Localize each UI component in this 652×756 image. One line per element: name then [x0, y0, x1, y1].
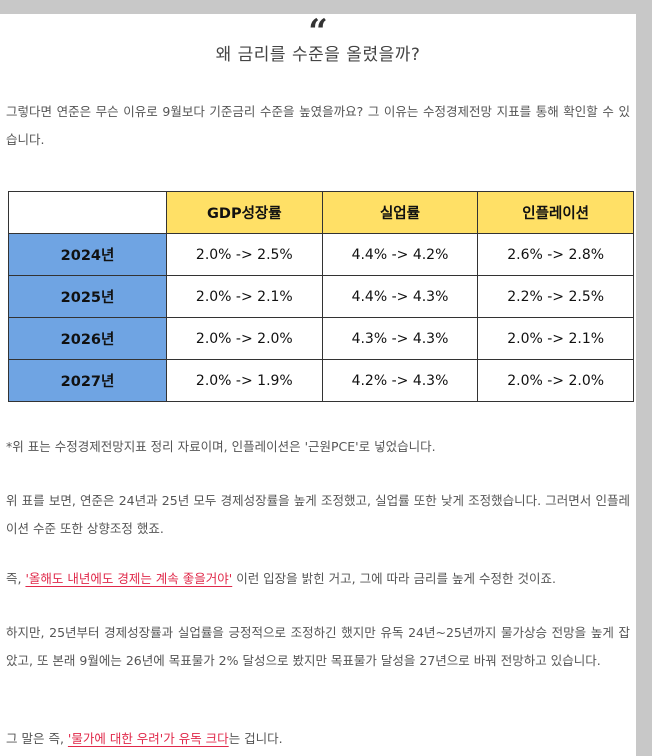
unemployment-cell: 4.2% -> 4.3%: [321, 359, 479, 402]
highlighted-concern: '물가에 대한 우려'가 유독 크다: [67, 731, 229, 746]
table-corner-cell: [8, 191, 167, 234]
row-header-year: 2024년: [8, 233, 167, 276]
unemployment-cell: 4.4% -> 4.3%: [321, 275, 479, 318]
row-header-year: 2026년: [8, 317, 167, 360]
table-row: 2024년 2.0% -> 2.5% 4.4% -> 4.2% 2.6% -> …: [8, 233, 634, 276]
quote-title: 왜 금리를 수준을 올렸을까?: [215, 45, 421, 65]
table-row: 2025년 2.0% -> 2.1% 4.4% -> 4.3% 2.2% -> …: [8, 275, 634, 318]
column-header-unemployment: 실업률: [321, 191, 479, 234]
column-header-gdp: GDP성장률: [166, 191, 323, 234]
table-note: *위 표는 수정경제전망지표 정리 자료이며, 인플레이션은 '근원PCE'로 …: [6, 439, 436, 454]
inflation-cell: 2.6% -> 2.8%: [477, 233, 634, 276]
unemployment-cell: 4.4% -> 4.2%: [321, 233, 479, 276]
inflation-paragraph: 하지만, 25년부터 경제성장률과 실업률을 긍정적으로 조정하긴 했지만 유독…: [6, 625, 630, 668]
article-page: “ 왜 금리를 수준을 올렸을까? 그렇다면 연준은 무슨 이유로 9월보다 기…: [0, 14, 636, 756]
gdp-cell: 2.0% -> 1.9%: [166, 359, 323, 402]
inflation-cell: 2.0% -> 2.0%: [477, 359, 634, 402]
gdp-cell: 2.0% -> 2.5%: [166, 233, 323, 276]
row-header-year: 2025년: [8, 275, 167, 318]
summary-paragraph: 그 말은 즉, '물가에 대한 우려'가 유독 크다는 겁니다.: [6, 725, 630, 753]
gdp-cell: 2.0% -> 2.0%: [166, 317, 323, 360]
table-row: 2027년 2.0% -> 1.9% 4.2% -> 4.3% 2.0% -> …: [8, 359, 634, 402]
unemployment-cell: 4.3% -> 4.3%: [321, 317, 479, 360]
quote-mark-icon: “: [308, 14, 328, 52]
row-header-year: 2027년: [8, 359, 167, 402]
conclusion-suffix: 이런 입장을 밝힌 거고, 그에 따라 금리를 높게 수정한 것이죠.: [232, 571, 556, 586]
forecast-table: GDP성장률 실업률 인플레이션 2024년 2.0% -> 2.5% 4.4%…: [8, 191, 634, 402]
table-header-row: GDP성장률 실업률 인플레이션: [8, 191, 634, 234]
gdp-cell: 2.0% -> 2.1%: [166, 275, 323, 318]
inflation-cell: 2.2% -> 2.5%: [477, 275, 634, 318]
analysis-paragraph: 위 표를 보면, 연준은 24년과 25년 모두 경제성장률을 높게 조정했고,…: [6, 493, 630, 536]
column-header-inflation: 인플레이션: [477, 191, 634, 234]
conclusion-prefix: 즉,: [6, 571, 26, 586]
summary-suffix: 는 겁니다.: [228, 731, 283, 746]
summary-prefix: 그 말은 즉,: [6, 731, 68, 746]
conclusion-paragraph: 즉, '올해도 내년에도 경제는 계속 좋을거야' 이런 입장을 밝힌 거고, …: [6, 565, 630, 593]
inflation-cell: 2.0% -> 2.1%: [477, 317, 634, 360]
highlighted-quote: '올해도 내년에도 경제는 계속 좋을거야': [25, 571, 233, 586]
intro-paragraph: 그렇다면 연준은 무슨 이유로 9월보다 기준금리 수준을 높였을까요? 그 이…: [6, 104, 630, 147]
table-row: 2026년 2.0% -> 2.0% 4.3% -> 4.3% 2.0% -> …: [8, 317, 634, 360]
